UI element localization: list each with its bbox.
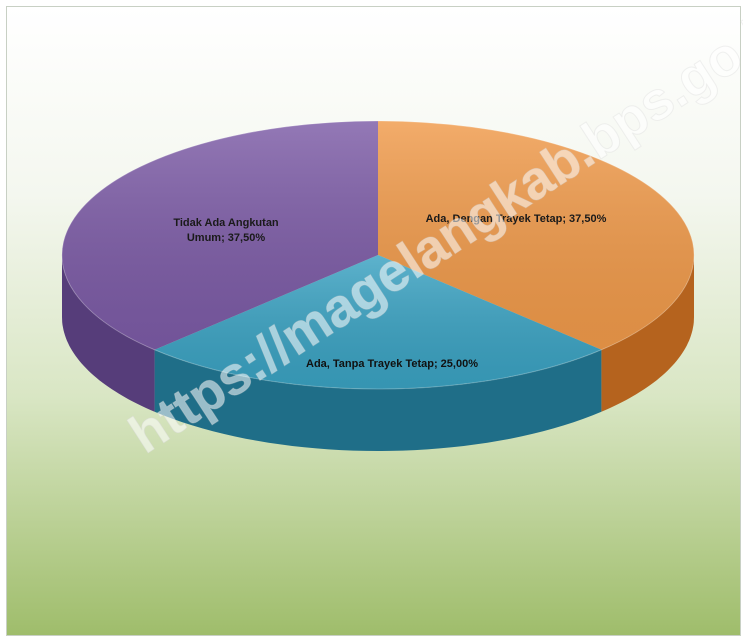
slice-label-3: Tidak Ada Angkutan Umum; 37,50% [173,217,279,244]
slice-label-2: Ada, Tanpa Trayek Tetap; 25,00% [306,358,478,370]
pie-slice-shine-1 [378,121,695,350]
slice-label-1: Ada, Dengan Trayek Tetap; 37,50% [426,213,607,225]
pie-slice-side-3 [62,255,155,412]
pie-slice-side-2 [154,349,602,451]
pie-rim [61,120,695,390]
pie-slice-side-1 [601,255,694,412]
pie-slice-shine-2 [154,255,602,390]
pie-slice-shine-3 [61,120,378,350]
